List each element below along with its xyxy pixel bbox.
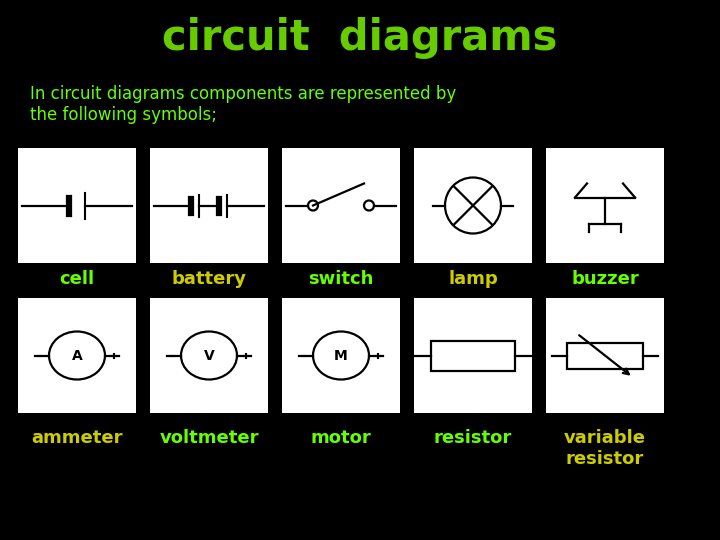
- Bar: [282, 298, 400, 413]
- Text: cell: cell: [60, 270, 94, 288]
- Bar: [150, 148, 268, 263]
- Bar: [567, 342, 643, 368]
- Bar: [282, 148, 400, 263]
- Text: ammeter: ammeter: [31, 429, 122, 447]
- Text: motor: motor: [310, 429, 372, 447]
- Text: M: M: [334, 348, 348, 362]
- Bar: [18, 148, 136, 263]
- Bar: [414, 148, 532, 263]
- Bar: [546, 148, 664, 263]
- Text: buzzer: buzzer: [571, 270, 639, 288]
- Bar: [431, 341, 515, 370]
- Text: voltmeter: voltmeter: [159, 429, 258, 447]
- Bar: [546, 298, 664, 413]
- Bar: [414, 298, 532, 413]
- Text: lamp: lamp: [448, 270, 498, 288]
- Text: In circuit diagrams components are represented by
the following symbols;: In circuit diagrams components are repre…: [30, 85, 456, 124]
- Text: resistor: resistor: [434, 429, 512, 447]
- Text: variable
resistor: variable resistor: [564, 429, 646, 468]
- Text: A: A: [71, 348, 82, 362]
- Text: battery: battery: [171, 270, 246, 288]
- Bar: [150, 298, 268, 413]
- Bar: [18, 298, 136, 413]
- Text: circuit  diagrams: circuit diagrams: [162, 17, 558, 59]
- Text: V: V: [204, 348, 215, 362]
- Text: switch: switch: [308, 270, 374, 288]
